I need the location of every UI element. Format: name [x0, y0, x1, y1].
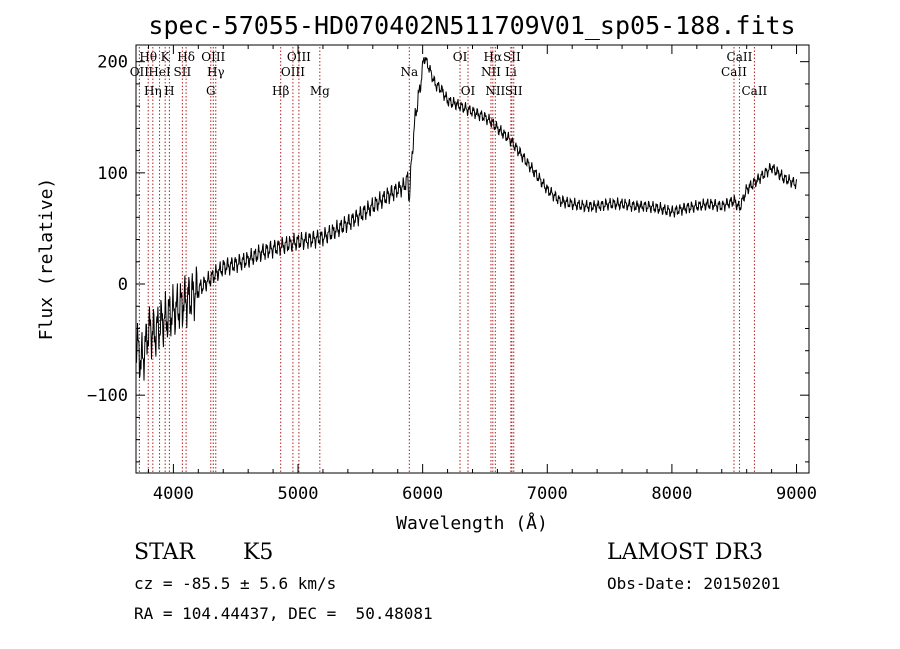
- x-tick-label: 7000: [527, 484, 568, 504]
- spectral-line-label: NII: [481, 65, 501, 79]
- spectral-line-label: Na: [400, 65, 418, 79]
- redshift-value: cz = -85.5 ± 5.6 km/s: [134, 574, 337, 593]
- spectral-line-label: OIII: [287, 50, 311, 64]
- axes: 4000 5000 6000 7000 8000 9000 −100 0 100 200: [87, 45, 817, 504]
- spectral-line-label: Hη: [144, 84, 162, 98]
- coordinates: RA = 104.44437, DEC = 50.48081: [134, 604, 433, 623]
- subclass: K5: [243, 540, 274, 565]
- spectral-line-label: OI: [453, 50, 468, 64]
- spectral-line-label: Mg: [310, 84, 330, 98]
- y-tick-label: 100: [97, 164, 128, 184]
- x-tick-label: 8000: [651, 484, 692, 504]
- object-class: STAR: [134, 540, 195, 565]
- spectral-line-label: Hγ: [207, 65, 225, 79]
- chart-title: spec-57055-HD070402N511709V01_sp05-188.f…: [148, 11, 795, 40]
- y-axis-label: Flux (relative): [36, 178, 57, 341]
- survey-name: LAMOST DR3: [607, 540, 763, 565]
- spectral-line-label: CaII: [741, 84, 767, 98]
- x-tick-label: 5000: [278, 484, 319, 504]
- spectral-line-label: OIII: [281, 65, 305, 79]
- spectrum-line: [135, 56, 797, 381]
- spectral-line-label: OI: [461, 84, 476, 98]
- spectral-line-label: CaII: [721, 65, 747, 79]
- y-tick-label: 0: [118, 275, 128, 295]
- x-tick-label: 4000: [153, 484, 194, 504]
- spectral-line-label: OIII: [201, 50, 225, 64]
- x-tick-label: 9000: [776, 484, 817, 504]
- obs-date: Obs-Date: 20150201: [607, 574, 781, 593]
- spectral-line-label: G: [206, 84, 216, 98]
- y-tick-label: 200: [97, 53, 128, 73]
- x-tick-label: 6000: [402, 484, 443, 504]
- spectral-line-label: HeI: [148, 65, 171, 79]
- spectral-line-label: CaII: [727, 50, 753, 64]
- spectral-line-label: K: [161, 50, 171, 64]
- spectral-line-label: SII: [503, 50, 521, 64]
- spectral-line-markers: OIIHθHηHeIKHSIIHδGOIIIHγHβOIIIOIIIMgNaOI…: [130, 47, 768, 473]
- spectral-line-label: Hθ: [139, 50, 157, 64]
- spectral-line-label: Hβ: [272, 84, 289, 98]
- spectral-line-label: SII: [174, 65, 192, 79]
- spectral-line-label: OII: [130, 65, 150, 79]
- spectral-line-label: NII: [485, 84, 505, 98]
- x-axis-label: Wavelength (Å): [396, 512, 548, 534]
- spectrum-series: [135, 56, 797, 381]
- spectral-line-label: Hδ: [177, 50, 195, 64]
- y-tick-label: −100: [87, 386, 128, 406]
- spectral-line-label: SII: [505, 84, 523, 98]
- spectral-line-label: H: [164, 84, 174, 98]
- spectral-line-label: Hα: [484, 50, 503, 64]
- spectral-line-label: Li: [505, 65, 517, 79]
